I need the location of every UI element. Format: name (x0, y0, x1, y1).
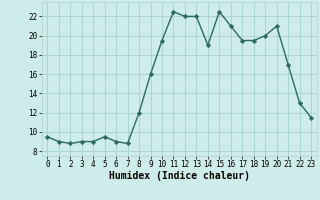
X-axis label: Humidex (Indice chaleur): Humidex (Indice chaleur) (109, 171, 250, 181)
